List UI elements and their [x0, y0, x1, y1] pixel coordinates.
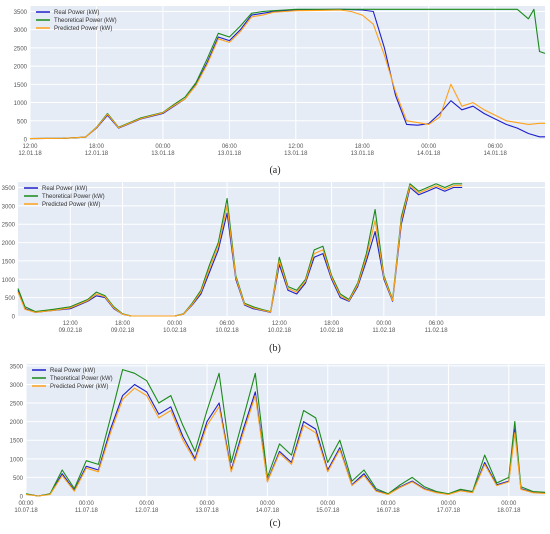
x-tick-label: 06:00	[429, 321, 445, 327]
x-tick-label: 00:00	[260, 501, 276, 507]
x-tick-label: 00:00	[200, 501, 216, 507]
y-tick-label: 3000	[10, 383, 24, 389]
y-tick-label: 2000	[14, 65, 28, 71]
y-tick-label: 1000	[2, 278, 16, 284]
x-tick-label: 12:00	[272, 321, 288, 327]
y-tick-label: 0	[12, 315, 16, 321]
x-tick-sublabel: 16.07.18	[376, 508, 400, 513]
y-tick-label: 3500	[14, 10, 28, 16]
plot-area	[18, 182, 545, 316]
chart-b: 050010001500200025003000350012:0009.02.1…	[2, 182, 545, 334]
x-tick-label: 00:00	[376, 321, 392, 327]
x-tick-label: 00:00	[381, 501, 397, 507]
x-tick-sublabel: 11.02.18	[372, 328, 396, 334]
legend-label: Real Power (kW)	[54, 10, 99, 16]
y-tick-label: 2000	[10, 420, 24, 426]
x-tick-sublabel: 10.07.18	[14, 508, 38, 513]
x-tick-sublabel: 10.02.18	[320, 328, 344, 334]
panel-a: 0 500 1000 1500 2000 2500 3000 3500 12:00 12.01.1…	[0, 0, 550, 165]
x-tick-label: 00:00	[18, 501, 34, 507]
x-tick-sublabel: 10.02.18	[268, 328, 292, 334]
y-tick-label: 500	[17, 119, 28, 125]
x-tick-label: 18:00	[89, 144, 105, 150]
x-tick-sublabel: 13.01.18	[151, 151, 175, 157]
x-tick-sublabel: 12.01.18	[18, 151, 42, 157]
x-tick-sublabel: 11.02.18	[425, 328, 449, 334]
y-tick-label: 1500	[14, 83, 28, 89]
y-tick-label: 1000	[14, 101, 28, 107]
x-tick-sublabel: 17.07.18	[437, 508, 461, 513]
legend-label: Predicted Power (kW)	[50, 384, 108, 390]
x-tick-sublabel: 10.02.18	[163, 328, 187, 334]
x-tick-label: 00:00	[421, 144, 437, 150]
x-tick-sublabel: 14.01.18	[417, 151, 441, 157]
y-tick-label: 2500	[14, 46, 28, 52]
x-tick-sublabel: 18.07.18	[497, 508, 521, 513]
panel-b: 0 500 1000 1500 2000 2500 3000 3500 12:00 09.02.1…	[0, 178, 550, 340]
y-tick-label: 2000	[2, 241, 16, 247]
x-tick-sublabel: 14.01.18	[483, 151, 507, 157]
x-tick-sublabel: 12.07.18	[135, 508, 159, 513]
x-tick-sublabel: 13.01.18	[351, 151, 375, 157]
series-line-3	[25, 387, 546, 497]
x-tick-sublabel: 15.07.18	[316, 508, 340, 513]
x-tick-label: 00:00	[167, 321, 183, 327]
y-tick-label: 3500	[2, 186, 16, 192]
x-tick-label: 12:00	[63, 321, 79, 327]
x-tick-sublabel: 09.02.18	[59, 328, 83, 334]
x-tick-label: 12:00	[22, 144, 38, 150]
x-tick-label: 00:00	[155, 144, 171, 150]
series-line-3	[29, 9, 545, 140]
legend-label: Predicted Power (kW)	[54, 26, 112, 32]
legend-label: Real Power (kW)	[42, 186, 87, 192]
y-tick-label: 2500	[10, 402, 24, 408]
legend-label: Theoretical Power (kW)	[50, 376, 113, 382]
x-tick-label: 06:00	[220, 321, 236, 327]
x-tick-label: 00:00	[501, 501, 517, 507]
legend-label: Theoretical Power (kW)	[54, 18, 117, 24]
y-tick-label: 1000	[10, 457, 24, 463]
x-tick-sublabel: 13.01.18	[284, 151, 308, 157]
x-tick-label: 06:00	[488, 144, 504, 150]
x-tick-sublabel: 10.02.18	[215, 328, 239, 334]
y-tick-label: 1500	[2, 259, 16, 265]
legend-label: Predicted Power (kW)	[42, 202, 100, 208]
x-tick-sublabel: 13.07.18	[195, 508, 219, 513]
chart-a: 050010001500200025003000350012:0012.01.1…	[14, 6, 546, 157]
y-tick-label: 500	[5, 296, 16, 302]
chart-c: 050010001500200025003000350000:0010.07.1…	[10, 364, 546, 513]
x-tick-sublabel: 12.01.18	[85, 151, 109, 157]
caption-c: (c)	[269, 518, 281, 529]
x-tick-label: 12:00	[288, 144, 304, 150]
legend-label: Theoretical Power (kW)	[42, 194, 105, 200]
y-tick-label: 500	[13, 476, 24, 482]
x-tick-label: 00:00	[441, 501, 457, 507]
x-tick-label: 00:00	[79, 501, 95, 507]
y-tick-label: 3000	[2, 204, 16, 210]
y-tick-label: 0	[20, 495, 24, 501]
series-line-2	[25, 369, 546, 497]
x-tick-sublabel: 09.02.18	[111, 328, 135, 334]
x-tick-sublabel: 13.01.18	[218, 151, 242, 157]
y-tick-label: 0	[24, 138, 28, 144]
y-tick-label: 3500	[10, 364, 24, 370]
plot-area	[26, 364, 545, 496]
x-tick-sublabel: 14.07.18	[256, 508, 280, 513]
x-tick-sublabel: 11.07.18	[75, 508, 99, 513]
y-tick-label: 1500	[10, 439, 24, 445]
x-tick-label: 00:00	[139, 501, 155, 507]
plot-area	[30, 6, 545, 139]
y-tick-label: 2500	[2, 223, 16, 229]
y-tick-label: 3000	[14, 28, 28, 34]
x-tick-label: 00:00	[320, 501, 336, 507]
x-tick-label: 18:00	[324, 321, 340, 327]
caption-a: (a)	[269, 165, 281, 176]
caption-b: (b)	[269, 343, 281, 354]
legend-label: Real Power (kW)	[50, 368, 95, 374]
x-tick-label: 18:00	[115, 321, 131, 327]
panel-c: 0 500 1000 1500 2000 2500 3000 3500 00:00 10.07.1…	[0, 358, 550, 513]
x-tick-label: 18:00	[355, 144, 371, 150]
x-tick-label: 06:00	[222, 144, 238, 150]
series-line-3	[17, 185, 463, 317]
